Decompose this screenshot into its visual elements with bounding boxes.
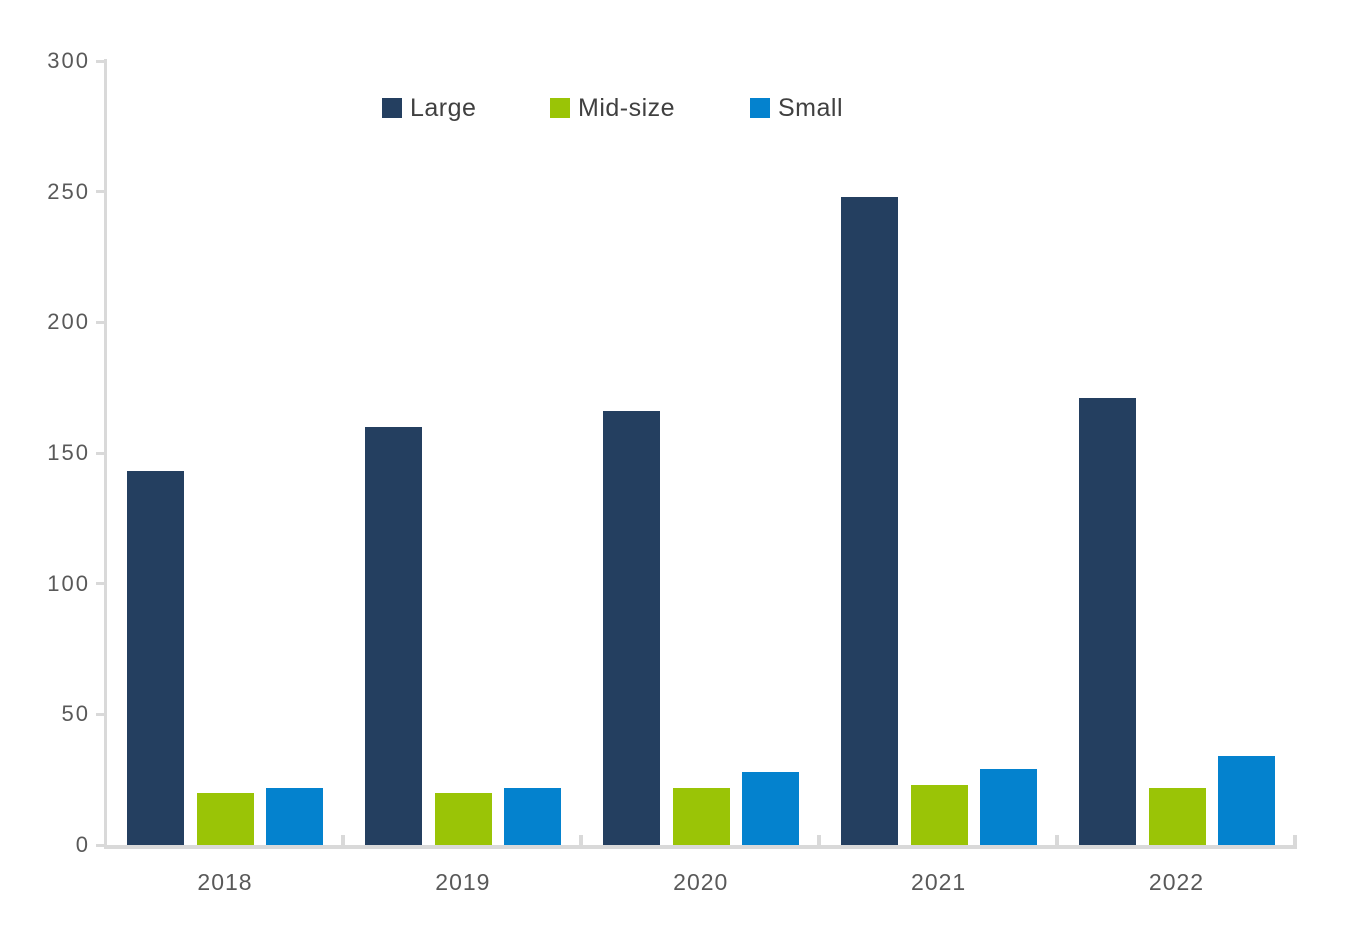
y-axis-label-0: 0	[75, 832, 90, 857]
x-axis-tick-4	[1055, 835, 1059, 845]
bar-mid-size-2022[interactable]	[1148, 787, 1206, 845]
bar-large-2018[interactable]	[127, 471, 184, 845]
y-axis-label-300: 300	[47, 48, 90, 73]
x-axis-tick-1	[341, 835, 345, 845]
bar-small-2020[interactable]	[741, 771, 799, 845]
bar-mid-size-2018[interactable]	[197, 792, 254, 845]
bar-large-2019[interactable]	[364, 426, 422, 845]
legend-item-small[interactable]: Small	[750, 94, 843, 122]
y-axis-tick-250	[96, 190, 105, 194]
y-axis-line	[104, 59, 107, 845]
bar-large-2021[interactable]	[840, 196, 898, 845]
legend-label-large: Large	[410, 94, 477, 122]
x-axis-line	[104, 845, 1297, 849]
y-axis-tick-50	[96, 712, 105, 716]
x-axis-label-2022: 2022	[1148, 869, 1205, 895]
bar-mid-size-2021[interactable]	[910, 784, 968, 845]
y-axis-tick-100	[96, 582, 105, 586]
bar-large-2022[interactable]	[1078, 398, 1136, 845]
x-axis-tick-2	[579, 835, 583, 845]
legend-swatch-small-icon	[750, 98, 770, 118]
legend-label-mid-size: Mid-size	[578, 94, 676, 122]
x-axis-label-2019: 2019	[435, 869, 491, 895]
y-axis-label-50: 50	[61, 701, 90, 727]
y-axis-label-100: 100	[47, 570, 90, 596]
legend-label-small: Small	[778, 94, 844, 122]
bar-large-2020[interactable]	[602, 411, 660, 845]
y-axis-tick-200	[96, 320, 105, 324]
x-axis-label-2020: 2020	[673, 869, 729, 895]
y-axis-label-200: 200	[47, 309, 90, 335]
y-axis-tick-300	[96, 59, 105, 63]
bar-small-2022[interactable]	[1217, 756, 1275, 845]
legend-swatch-large-icon	[382, 98, 402, 118]
legend-item-large[interactable]: Large	[382, 94, 476, 122]
legend-swatch-mid-size-icon	[550, 98, 570, 118]
legend-item-mid-size[interactable]: Mid-size	[550, 94, 675, 122]
x-axis-tick-5	[1293, 835, 1297, 845]
x-axis-label-2021: 2021	[911, 869, 967, 895]
bar-mid-size-2020[interactable]	[672, 787, 730, 845]
bar-small-2018[interactable]	[266, 787, 323, 845]
y-axis-label-150: 150	[47, 440, 90, 465]
bar-small-2019[interactable]	[503, 787, 561, 845]
bar-mid-size-2019[interactable]	[434, 792, 492, 845]
x-axis-label-2018: 2018	[197, 869, 253, 895]
y-axis-tick-0	[96, 843, 105, 847]
bar-small-2021[interactable]	[979, 769, 1037, 845]
x-axis-tick-3	[817, 835, 821, 845]
y-axis-tick-150	[96, 451, 105, 455]
y-axis-label-250: 250	[47, 178, 90, 204]
